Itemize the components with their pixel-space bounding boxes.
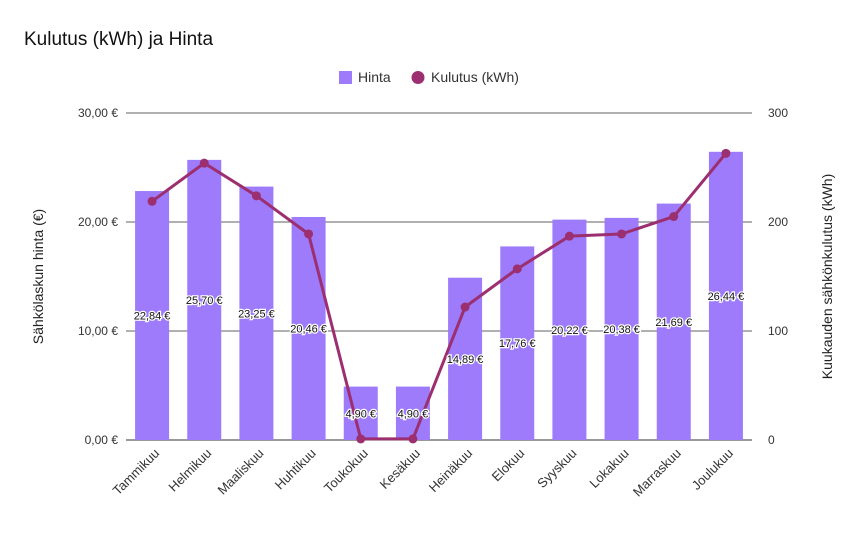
line-point — [460, 302, 470, 312]
y-tick-label-right: 300 — [768, 106, 788, 120]
line-point — [147, 196, 157, 206]
bar-data-label: 4,90 € — [345, 408, 376, 420]
y-tick-label-left: 20,00 € — [78, 215, 118, 229]
line-series-kulutus — [147, 148, 731, 444]
x-tick-label: Toukokuu — [321, 446, 371, 496]
y-axis-title-right: Kuukauden sähkönkulutus (kWh) — [819, 174, 835, 379]
bar-data-label: 22,84 € — [134, 311, 171, 323]
line-point — [199, 158, 209, 168]
bar-data-labels: 22,84 € 25,70 € 23,25 € 20,46 € 4,90 € 4,90 €… — [132, 290, 745, 422]
bar — [135, 191, 170, 440]
bar — [552, 219, 587, 440]
bar-data-label: 4,90 € — [398, 408, 429, 420]
bar — [187, 159, 222, 440]
bar-data-label: 17,76 € — [499, 338, 536, 350]
x-tick-label: Kesäkuu — [377, 446, 423, 492]
bar-data-label: 26,44 € — [708, 291, 745, 303]
bar-data-label: 14,89 € — [447, 354, 484, 366]
legend-marker-kulutus — [411, 71, 425, 84]
x-tick-label: Syyskuu — [534, 446, 579, 491]
y-tick-label-right: 100 — [768, 324, 788, 338]
bar — [708, 151, 743, 440]
chart-title: Kulutus (kWh) ja Hinta — [24, 29, 214, 50]
line-point — [512, 264, 522, 274]
line-point — [304, 229, 314, 239]
line-point — [617, 229, 627, 239]
bar-data-label: 23,25 € — [238, 308, 275, 320]
x-tick-label: Tammikuu — [110, 446, 163, 499]
x-tick-label: Heinäkuu — [426, 446, 475, 495]
bar-data-label: 25,70 € — [186, 295, 223, 307]
x-tick-label: Marraskuu — [630, 446, 684, 500]
y-tick-label-left: 10,00 € — [78, 324, 118, 338]
bar-data-label: 20,22 € — [551, 325, 588, 337]
bar — [291, 216, 326, 440]
bar — [239, 186, 274, 440]
x-tick-label: Lokakuu — [586, 446, 631, 491]
line-point — [408, 434, 418, 444]
line-point — [356, 434, 366, 444]
bar-data-label: 20,38 € — [603, 324, 640, 336]
y-tick-label-left: 30,00 € — [78, 106, 118, 120]
x-tick-label: Maaliskuu — [215, 446, 267, 498]
y-tick-label-right: 200 — [768, 215, 788, 229]
y-tick-label-left: 0,00 € — [85, 433, 119, 447]
legend-swatch-hinta — [339, 71, 352, 84]
line-point — [669, 212, 679, 222]
y-tick-label-right: 0 — [768, 433, 775, 447]
bar-data-label: 21,69 € — [655, 317, 692, 329]
x-tick-label: Joulukuu — [689, 446, 736, 493]
line-point — [564, 231, 574, 241]
x-tick-label: Huhtikuu — [272, 446, 319, 493]
y-axis-title-left: Sähkölaskun hinta (€) — [30, 209, 46, 344]
gridlines — [126, 112, 752, 441]
legend-label-hinta: Hinta — [358, 69, 391, 85]
line-path — [151, 152, 728, 441]
bar-series-hinta — [135, 151, 743, 440]
x-tick-label: Elokuu — [489, 446, 528, 485]
line-point — [721, 148, 731, 158]
bar — [604, 217, 639, 440]
legend: Hinta Kulutus (kWh) — [339, 69, 519, 85]
bar — [656, 203, 691, 440]
x-tick-label: Helmikuu — [165, 446, 214, 495]
bar-data-label: 20,46 € — [290, 323, 327, 335]
legend-label-kulutus: Kulutus (kWh) — [431, 69, 519, 85]
line-point — [251, 191, 261, 201]
